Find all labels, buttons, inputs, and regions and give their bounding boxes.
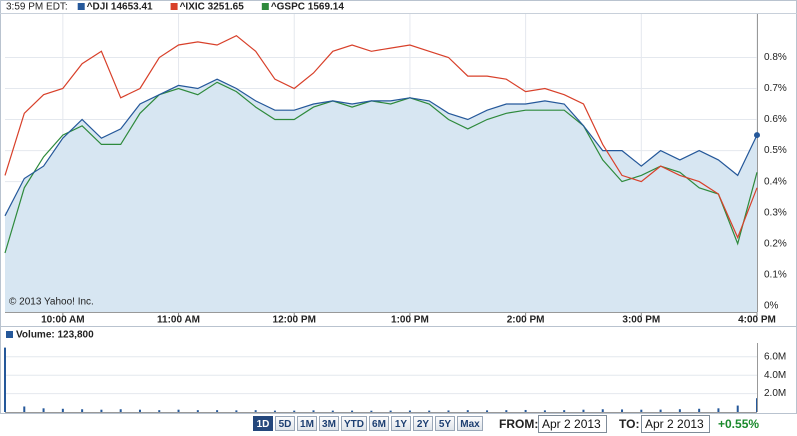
to-label: TO: — [619, 417, 640, 431]
range-button[interactable]: 1M — [297, 416, 317, 431]
volume-bar — [698, 408, 701, 412]
y-tick-label: 6.0M — [764, 351, 786, 362]
volume-bar — [312, 410, 315, 412]
volume-bar — [447, 410, 450, 412]
volume-bar — [389, 410, 392, 412]
range-button[interactable]: YTD — [341, 416, 367, 431]
x-tick-label: 12:00 PM — [273, 315, 316, 326]
volume-bar — [543, 410, 546, 412]
volume-bar — [119, 409, 122, 412]
y-tick-label: 0.4% — [764, 176, 787, 187]
y-tick-label: 2.0M — [764, 388, 786, 399]
volume-bar — [563, 410, 566, 412]
y-tick-label: 4.0M — [764, 370, 786, 381]
volume-bar — [717, 408, 720, 412]
volume-bar — [370, 410, 373, 412]
volume-bar — [678, 409, 681, 412]
area — [5, 79, 757, 312]
y-tick-label: 0.2% — [764, 238, 787, 249]
volume-bar — [177, 409, 180, 412]
legend-swatch — [261, 3, 269, 10]
legend-label: ^DJI 14653.41 — [87, 2, 153, 13]
chart: 3:59 PM EDT: 0% 0.1% 0.2% 0.3% 0.4% 0.5% 0.6% 0.… — [0, 0, 797, 414]
volume-bar — [293, 410, 296, 412]
volume-bar — [505, 410, 508, 412]
volume-bar — [428, 410, 431, 412]
volume-bar — [524, 409, 527, 412]
volume-bar — [621, 409, 624, 412]
header-time: 3:59 PM EDT: — [6, 2, 68, 13]
range-button[interactable]: 5D — [275, 416, 295, 431]
from-input[interactable]: Apr 2 2013 — [538, 415, 607, 433]
y-tick-label: 0.6% — [764, 114, 787, 125]
y-tick-label: 0% — [764, 300, 779, 311]
range-button[interactable]: 3M — [319, 416, 339, 431]
x-tick-label: 11:00 AM — [157, 315, 200, 326]
legend-label: ^IXIC 3251.65 — [180, 2, 245, 13]
y-tick-label: 0.1% — [764, 269, 787, 280]
y-tick-label: 0.8% — [764, 52, 787, 63]
volume-bar — [196, 410, 199, 412]
volume-bar — [273, 410, 276, 412]
volume-bar — [601, 409, 604, 412]
volume-bar — [640, 409, 643, 412]
volume-bar — [23, 406, 26, 412]
x-tick-label: 1:00 PM — [391, 315, 429, 326]
legend-label: ^GSPC 1569.14 — [271, 2, 345, 13]
volume-title: Volume: 123,800 — [16, 330, 94, 341]
volume-bar — [466, 410, 469, 412]
controls: 1D 5D 1M 3M YTD 6M 1Y 2Y 5Y Max FROM: Apr 2 2013 TO:… — [0, 414, 797, 436]
line — [4, 34, 758, 240]
volume-bar — [235, 410, 238, 412]
x-tick-label: 10:00 AM — [41, 315, 85, 326]
volume-bar — [351, 410, 354, 412]
x-tick-label: 3:00 PM — [622, 315, 660, 326]
volume-bar — [81, 409, 84, 412]
volume-bar — [408, 410, 411, 412]
range-button[interactable]: 2Y — [413, 416, 433, 431]
volume-bar — [61, 408, 64, 412]
range-button[interactable]: 5Y — [435, 416, 455, 431]
legend-swatch — [6, 331, 13, 338]
volume-bar — [158, 410, 161, 412]
volume-bar — [4, 347, 6, 412]
y-tick-label: 0.7% — [764, 83, 787, 94]
y-tick-label: 0.5% — [764, 145, 787, 156]
change: +0.55% — [718, 417, 760, 431]
line — [4, 78, 758, 217]
volume-bar — [582, 409, 585, 412]
volume-bar — [331, 410, 334, 412]
y-tick-label: 0.3% — [764, 207, 787, 218]
volume-bar — [42, 408, 45, 412]
range-button[interactable]: Max — [457, 416, 483, 431]
volume-bar — [659, 409, 662, 412]
range-button[interactable]: 1D — [253, 416, 273, 431]
range-button[interactable]: 1Y — [391, 416, 411, 431]
legend-swatch — [77, 3, 85, 10]
volume-bar — [486, 410, 489, 412]
legend-swatch — [170, 3, 178, 10]
x-tick-label: 4:00 PM — [738, 315, 776, 326]
volume-bar — [254, 410, 257, 412]
copyright: © 2013 Yahoo! Inc. — [9, 297, 94, 308]
range-button[interactable]: 6M — [369, 416, 389, 431]
volume-bar — [216, 410, 219, 412]
end-dot — [754, 132, 760, 139]
volume-bar — [138, 409, 141, 412]
to-input[interactable]: Apr 2 2013 — [641, 415, 710, 433]
from-label: FROM: — [499, 417, 539, 431]
volume-bar — [736, 405, 739, 412]
volume-bar — [100, 409, 103, 412]
x-tick-label: 2:00 PM — [507, 315, 545, 326]
